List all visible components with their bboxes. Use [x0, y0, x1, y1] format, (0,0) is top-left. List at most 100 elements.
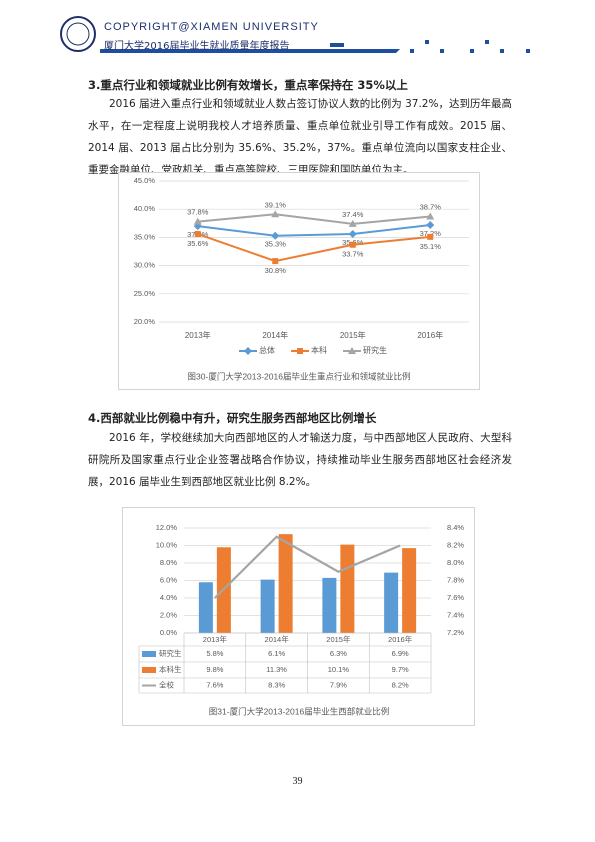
point [426, 220, 435, 229]
header-square [410, 49, 414, 53]
y-tick-label: 4.0% [160, 593, 177, 602]
section-heading: 4.西部就业比例稳中有升，研究生服务西部地区比例增长 [88, 411, 377, 425]
point [271, 231, 280, 240]
header-square [425, 40, 429, 44]
data-label: 35.1% [420, 242, 442, 251]
line [197, 233, 431, 263]
header-square [440, 49, 444, 53]
bar [198, 582, 213, 633]
data-label: 38.7% [420, 203, 442, 212]
logo-inner [66, 22, 90, 46]
x-tick-label: 2016年 [388, 634, 413, 644]
point [348, 347, 356, 354]
legend-label: 本科 [311, 345, 327, 355]
x-tick-label: 2015年 [340, 330, 366, 340]
y-tick-label: 6.0% [160, 575, 177, 584]
data-label: 39.1% [265, 200, 287, 209]
point [271, 210, 280, 218]
header-bar-end [350, 49, 400, 53]
section-heading: 3.重点行业和领域就业比例有效增长，重点率保持在 35%以上 [88, 78, 408, 92]
legend-label: 总体 [259, 345, 275, 355]
header-square [526, 49, 530, 53]
y-tick-label: 35.0% [134, 232, 156, 241]
header-square [500, 49, 504, 53]
header-bar [100, 49, 350, 53]
y2-tick-label: 8.0% [447, 558, 464, 567]
bar [322, 577, 337, 633]
table-value: 8.2% [392, 680, 409, 689]
point [348, 230, 357, 239]
y2-tick-label: 8.4% [447, 523, 464, 532]
table-value: 6.9% [392, 649, 409, 658]
y-tick-label: 45.0% [134, 176, 156, 185]
bar [402, 548, 417, 633]
point [244, 347, 252, 355]
y-tick-label: 30.0% [134, 261, 156, 270]
data-label: 30.8% [265, 266, 287, 275]
line [197, 223, 431, 237]
bar [384, 572, 399, 633]
y2-tick-label: 8.2% [447, 540, 464, 549]
x-tick-label: 2013年 [185, 330, 211, 340]
bar [278, 534, 293, 633]
x-tick-label: 2013年 [203, 634, 228, 644]
table-value: 8.3% [268, 680, 285, 689]
data-label: 37.4% [342, 210, 364, 219]
y2-tick-label: 7.6% [447, 593, 464, 602]
legend-swatch [142, 667, 156, 673]
table-value: 6.3% [330, 649, 347, 658]
legend-label: 研究生 [363, 345, 387, 355]
y-tick-label: 8.0% [160, 558, 177, 567]
header-dash [330, 43, 344, 47]
x-tick-label: 2014年 [262, 330, 288, 340]
chart-caption: 图30-厦门大学2013-2016届毕业生重点行业和领域就业比例 [188, 371, 411, 381]
paragraph: 2016 年，学校继续加大向西部地区的人才输送力度，与中西部地区人民政府、大型科… [88, 432, 512, 488]
y-tick-label: 12.0% [156, 523, 178, 532]
point [427, 233, 434, 240]
data-label: 35.3% [265, 240, 287, 249]
x-tick-label: 2016年 [417, 330, 443, 340]
legend-label: 本科生 [159, 664, 182, 674]
chart: 20.0% 25.0% 30.0% 35.0% 40.0% 45.0% 2013年 2014年… [118, 172, 480, 390]
point [194, 231, 201, 238]
header-copyright: COPYRIGHT@XIAMEN UNIVERSITY [104, 21, 319, 33]
table-value: 5.8% [206, 649, 223, 658]
y2-tick-label: 7.8% [447, 575, 464, 584]
data-label: 37.8% [187, 208, 209, 217]
y-tick-label: 40.0% [134, 204, 156, 213]
y2-tick-label: 7.2% [447, 628, 464, 637]
y-tick-label: 2.0% [160, 610, 177, 619]
y2-tick-label: 7.4% [447, 610, 464, 619]
point [272, 258, 279, 265]
table-value: 9.8% [206, 665, 223, 674]
x-tick-label: 2015年 [326, 634, 351, 644]
point [348, 219, 357, 227]
line [197, 213, 431, 225]
bar [340, 544, 355, 633]
point [426, 212, 435, 220]
y-tick-label: 10.0% [156, 540, 178, 549]
data-label: 35.6% [187, 239, 209, 248]
chart-caption: 图31-厦门大学2013-2016届毕业生西部就业比例 [209, 706, 389, 716]
legend-label: 研究生 [159, 648, 182, 658]
header-title: 厦门大学2016届毕业生就业质量年度报告 [104, 41, 290, 52]
table-value: 10.1% [328, 665, 350, 674]
point [297, 348, 303, 354]
header-decoration [60, 16, 530, 53]
legend-swatch [142, 651, 156, 657]
table-value: 9.7% [392, 665, 409, 674]
bar [260, 579, 275, 633]
legend-label: 全校 [159, 679, 174, 689]
y-tick-label: 20.0% [134, 317, 156, 326]
data-label: 33.7% [342, 250, 364, 259]
line [214, 535, 401, 599]
header-square [470, 49, 474, 53]
header-square [485, 40, 489, 44]
page-number: 39 [292, 776, 303, 787]
table-value: 6.1% [268, 649, 285, 658]
data-label: 37.2% [420, 229, 442, 238]
y-tick-label: 25.0% [134, 289, 156, 298]
point [349, 241, 356, 248]
logo [60, 16, 96, 52]
